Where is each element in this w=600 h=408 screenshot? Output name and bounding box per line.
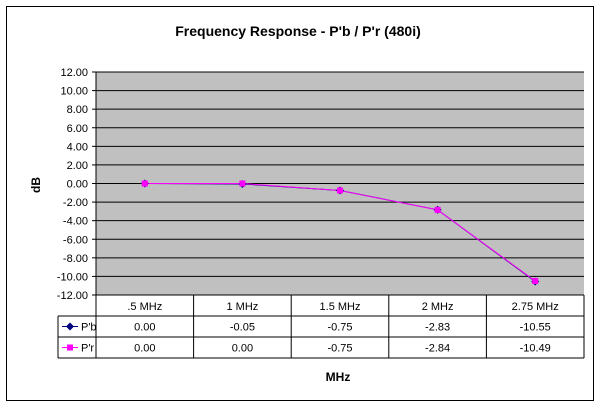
chart-title: Frequency Response - P'b / P'r (480i)	[175, 23, 421, 39]
table-cell-value: -0.75	[327, 343, 352, 355]
legend-key-square	[67, 344, 73, 351]
data-point-square	[434, 206, 441, 213]
y-tick-label: -8.00	[63, 253, 88, 265]
y-tick-label: 0.00	[67, 179, 88, 191]
y-tick-label: -4.00	[63, 216, 88, 228]
y-tick-label: 6.00	[67, 123, 88, 135]
y-axis-label: dB	[29, 177, 43, 193]
y-tick-label: 12.00	[60, 67, 88, 79]
x-category-label: 2 MHz	[422, 301, 454, 313]
data-point-square	[532, 277, 539, 284]
data-table: .5 MHz 1 MHz 1.5 MHz 2 MHz 2.75 MHz P'b 0.00 -0…	[57, 294, 585, 359]
data-point-square	[141, 180, 148, 187]
table-cell-value: -10.55	[520, 322, 551, 334]
y-axis-ticks: 12.00 10.00 8.00 6.00 4.00 2.00 0.00 -2.00 -4.00…	[57, 67, 97, 302]
x-category-label: 2.75 MHz	[512, 301, 559, 313]
y-tick-label: 4.00	[67, 141, 88, 153]
y-tick-label: 10.00	[60, 86, 88, 98]
y-tick-label: -6.00	[63, 234, 88, 246]
table-cell-value: -2.83	[425, 322, 450, 334]
x-axis-label: MHz	[326, 370, 351, 384]
x-category-label: 1 MHz	[227, 301, 259, 313]
table-cell-value: -0.75	[327, 322, 352, 334]
y-tick-label: -2.00	[63, 197, 88, 209]
series-markers	[140, 179, 540, 286]
x-category-label: 1.5 MHz	[320, 301, 361, 313]
y-tick-label: 2.00	[67, 160, 88, 172]
y-tick-label: 8.00	[67, 104, 88, 116]
legend-key-diamond	[66, 322, 74, 331]
table-cell-value: -2.84	[425, 343, 450, 355]
table-cell-value: 0.00	[134, 322, 155, 334]
data-point-square	[239, 180, 246, 187]
table-cell-value: -10.49	[520, 343, 551, 355]
y-tick-label: -12.00	[57, 290, 88, 302]
table-cell-value: -0.05	[230, 322, 255, 334]
y-tick-label: -10.00	[57, 271, 88, 283]
x-category-label: .5 MHz	[127, 301, 162, 313]
table-cell-value: 0.00	[232, 343, 253, 355]
table-cell-value: 0.00	[134, 343, 155, 355]
legend-series-name: P'r	[81, 343, 94, 355]
legend-series-name: P'b	[81, 322, 97, 334]
data-point-square	[337, 187, 343, 194]
